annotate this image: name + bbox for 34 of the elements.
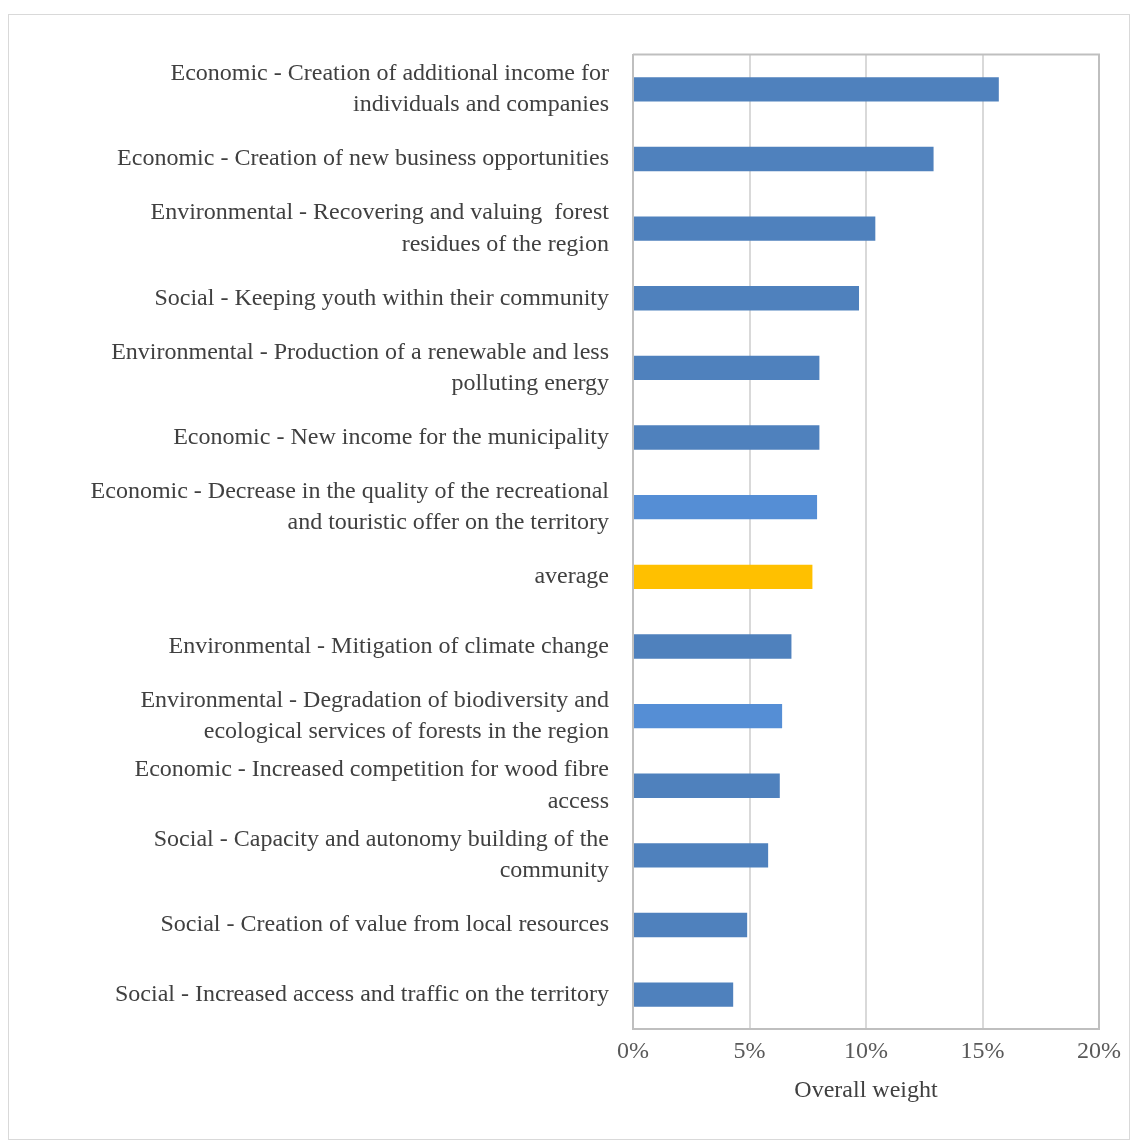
y-tick-label: Social - Keeping youth within their community bbox=[154, 283, 609, 310]
y-tick-label: Economic - Decrease in the quality of the recreational and touristic offer on the territory bbox=[90, 476, 610, 535]
y-tick-label: Environmental - Mitigation of climate change bbox=[168, 631, 609, 658]
x-tick-label: 0% bbox=[617, 1037, 649, 1064]
bar bbox=[634, 982, 734, 1007]
y-tick-label: Environmental - Degradation of biodiversity and ecological services of forests in the region bbox=[140, 685, 609, 743]
bar bbox=[634, 77, 999, 102]
y-tick-label: average bbox=[534, 562, 609, 589]
y-tick-label: Economic - Creation of additional income for individuals and companies bbox=[170, 59, 609, 117]
x-tick-label: 15% bbox=[960, 1037, 1005, 1064]
y-tick-label: Social - Increased access and traffic on the territory bbox=[115, 979, 609, 1006]
y-tick-label: Economic - Creation of new business opportunities bbox=[117, 144, 609, 171]
y-tick-label: Economic - New income for the municipality bbox=[173, 422, 609, 449]
bar bbox=[634, 355, 820, 381]
bar bbox=[634, 634, 792, 659]
y-tick-label: Social - Capacity and autonomy building of the community bbox=[153, 825, 609, 883]
x-tick-label: 5% bbox=[733, 1037, 766, 1064]
bar bbox=[634, 216, 876, 241]
x-tick-label: 20% bbox=[1077, 1037, 1121, 1064]
bar bbox=[634, 564, 813, 589]
bar bbox=[634, 703, 783, 729]
x-tick-label: 10% bbox=[844, 1037, 888, 1064]
bar bbox=[634, 495, 818, 520]
y-tick-label: Economic - Increased competition for wood fibre access bbox=[134, 755, 609, 813]
bar bbox=[634, 425, 820, 450]
bar bbox=[634, 773, 780, 798]
y-tick-label: Environmental - Recovering and valuing forest residues of the region bbox=[150, 198, 610, 256]
x-axis-title: Overall weight bbox=[794, 1075, 938, 1102]
bar bbox=[634, 286, 860, 311]
y-tick-label: Environmental - Production of a renewable and less polluting energy bbox=[111, 337, 609, 395]
y-tick-label: Social - Creation of value from local resources bbox=[160, 910, 609, 937]
bar bbox=[634, 912, 748, 938]
bar bbox=[634, 146, 934, 172]
bar bbox=[634, 843, 769, 868]
